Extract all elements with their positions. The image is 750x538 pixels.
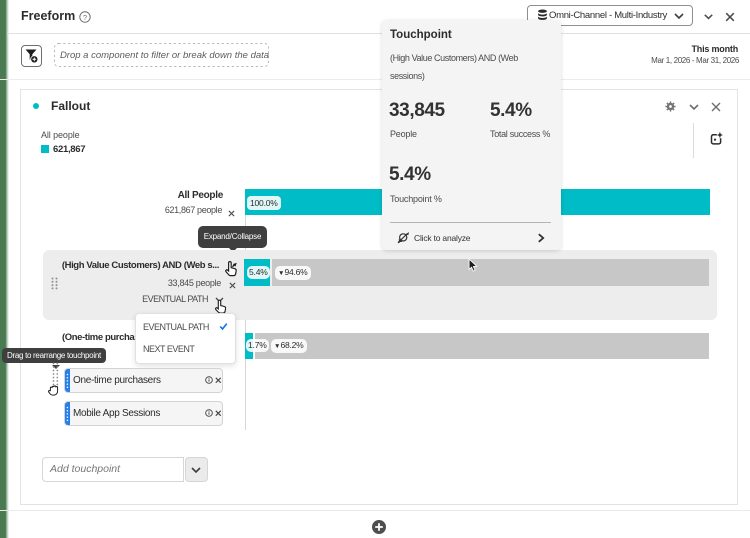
svg-text:?: ? xyxy=(83,13,87,22)
